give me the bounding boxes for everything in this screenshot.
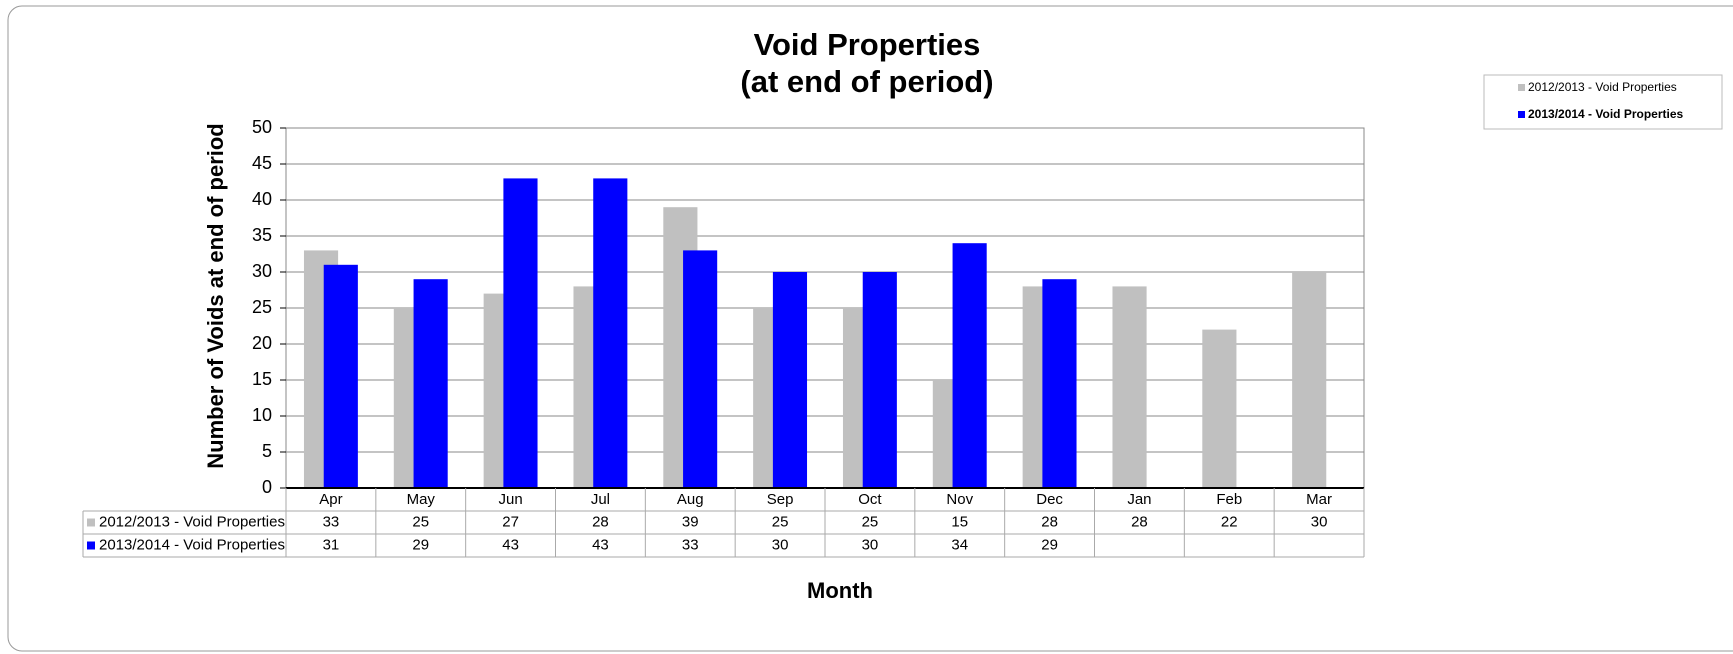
x-tick-label: Jul: [591, 491, 610, 508]
bar: [503, 178, 538, 488]
table-value: 33: [682, 536, 699, 553]
table-value: 28: [592, 513, 609, 530]
bar: [413, 279, 448, 488]
table-value: 33: [323, 513, 340, 530]
table-value: 43: [502, 536, 519, 553]
x-tick-label: Feb: [1216, 491, 1242, 508]
x-tick-label: Aug: [677, 491, 704, 508]
table-value: 29: [1041, 536, 1058, 553]
table-value: 39: [682, 513, 699, 530]
bar: [862, 272, 897, 488]
x-tick-label: Nov: [946, 491, 973, 508]
y-tick-label: 25: [252, 297, 272, 317]
bar: [593, 178, 628, 488]
table-value: 31: [323, 536, 340, 553]
table-value: 25: [862, 513, 879, 530]
legend-swatch: [1518, 111, 1525, 118]
y-tick-label: 5: [262, 441, 272, 461]
x-tick-label: May: [407, 491, 436, 508]
table-value: 34: [951, 536, 968, 553]
table-legend-swatch: [87, 541, 95, 550]
table-value: 22: [1221, 513, 1238, 530]
table-value: 43: [592, 536, 609, 553]
legend-swatch: [1518, 84, 1525, 91]
chart-title: Void Properties: [754, 27, 981, 62]
y-tick-label: 35: [252, 225, 272, 245]
legend-label: 2013/2014 - Void Properties: [1528, 107, 1684, 121]
table-value: 25: [772, 513, 789, 530]
table-value: 27: [502, 513, 519, 530]
bar: [952, 243, 987, 488]
x-tick-label: Jan: [1127, 491, 1151, 508]
table-value: 28: [1041, 513, 1058, 530]
table-value: 25: [412, 513, 429, 530]
x-tick-label: Dec: [1036, 491, 1063, 508]
bar: [323, 264, 358, 488]
x-tick-label: Oct: [858, 491, 882, 508]
y-tick-label: 10: [252, 405, 272, 425]
y-tick-label: 30: [252, 261, 272, 281]
table-value: 30: [862, 536, 879, 553]
bar: [1042, 279, 1077, 488]
table-legend-swatch: [87, 518, 95, 527]
table-value: 15: [951, 513, 968, 530]
x-tick-label: Mar: [1306, 491, 1332, 508]
bar: [1202, 329, 1237, 488]
x-tick-label: Sep: [767, 491, 794, 508]
table-value: 30: [1311, 513, 1328, 530]
table-value: 29: [412, 536, 429, 553]
legend-label: 2012/2013 - Void Properties: [1528, 80, 1677, 94]
table-series-label: 2013/2014 - Void Properties: [99, 536, 285, 553]
table-series-label: 2012/2013 - Void Properties: [99, 513, 285, 530]
table-value: 28: [1131, 513, 1148, 530]
x-tick-label: Apr: [319, 491, 342, 508]
table-value: 30: [772, 536, 789, 553]
bar: [1112, 286, 1147, 488]
y-tick-label: 50: [252, 117, 272, 137]
x-axis-title: Month: [807, 578, 873, 603]
y-axis-title: Number of Voids at end of period: [203, 123, 228, 469]
bar: [772, 272, 808, 488]
y-tick-label: 45: [252, 153, 272, 173]
bar: [1292, 272, 1327, 488]
y-tick-label: 20: [252, 333, 272, 353]
x-tick-label: Jun: [498, 491, 522, 508]
bar: [683, 250, 718, 488]
chart-subtitle: (at end of period): [740, 64, 993, 99]
y-tick-label: 15: [252, 369, 272, 389]
y-tick-label: 40: [252, 189, 272, 209]
y-tick-label: 0: [262, 477, 272, 497]
